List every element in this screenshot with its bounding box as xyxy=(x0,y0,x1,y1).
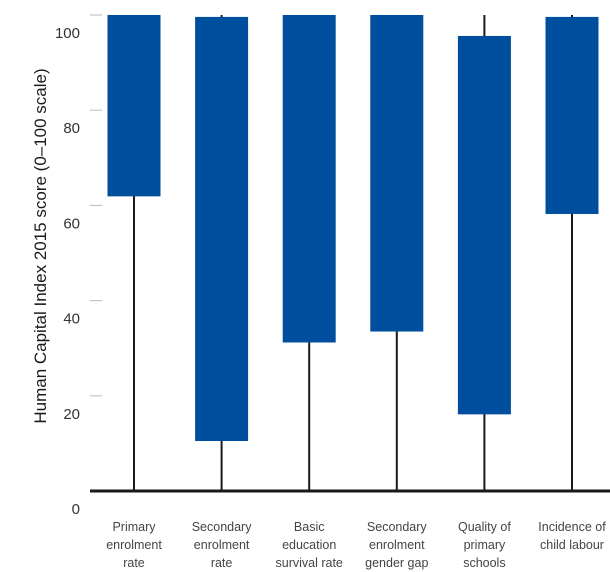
y-tick-label: 80 xyxy=(63,120,80,137)
category-label-line: Secondary xyxy=(192,520,253,534)
range-bars xyxy=(107,15,599,442)
category-label: Primary enrolment rate xyxy=(106,520,162,570)
category-label-line: survival rate xyxy=(276,556,343,570)
y-tick-label: 0 xyxy=(72,501,80,518)
category-label-line: enrolment xyxy=(194,538,250,552)
category-label-line: child labour xyxy=(540,538,604,552)
category-label-line: enrolment xyxy=(106,538,162,552)
y-axis-ticks: 0 20 40 60 80 100 xyxy=(55,14,102,518)
category-label-line: Basic xyxy=(294,520,325,534)
y-tick-label: 60 xyxy=(63,215,80,232)
category-label-line: Secondary xyxy=(367,520,428,534)
category-label: Basic education survival rate xyxy=(276,520,343,570)
range-bar xyxy=(370,15,424,332)
range-bar xyxy=(107,15,161,197)
category-label-line: Primary xyxy=(112,520,156,534)
category-label-line: education xyxy=(282,538,336,552)
y-tick-label: 20 xyxy=(63,406,80,423)
category-label: Secondary enrolment gender gap xyxy=(365,520,428,570)
y-axis-label: Human Capital Index 2015 score (0–100 sc… xyxy=(31,68,50,423)
range-bar xyxy=(457,35,511,415)
y-tick-label: 100 xyxy=(55,25,80,42)
category-label: Secondary enrolment rate xyxy=(192,520,253,570)
y-tick-label: 40 xyxy=(63,311,80,328)
category-label-line: Quality of xyxy=(458,520,511,534)
range-bar xyxy=(195,16,249,442)
category-label-line: enrolment xyxy=(369,538,425,552)
category-label-line: rate xyxy=(211,556,233,570)
range-bar xyxy=(282,15,336,343)
category-label: Incidence of child labour xyxy=(538,520,606,552)
category-label-line: gender gap xyxy=(365,556,428,570)
category-label-line: Incidence of xyxy=(538,520,606,534)
category-label-line: primary xyxy=(464,538,506,552)
category-label-line: schools xyxy=(463,556,505,570)
x-axis-labels: Primary enrolment rate Secondary enrolment ra… xyxy=(106,520,606,570)
category-label-line: rate xyxy=(123,556,145,570)
range-bar xyxy=(545,16,599,214)
category-label: Quality of primary schools xyxy=(458,520,511,570)
